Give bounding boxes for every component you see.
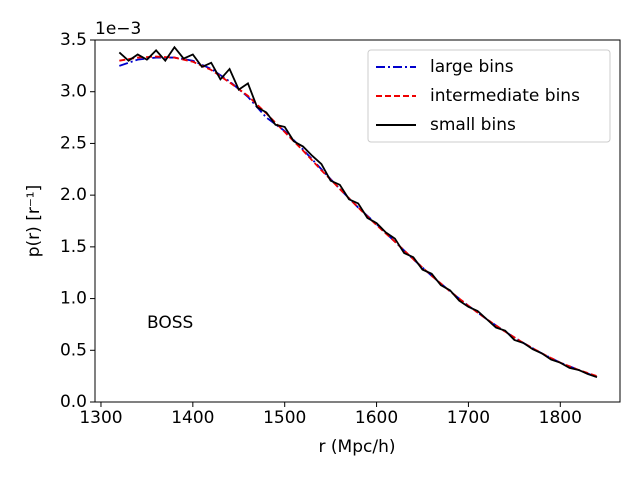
- y-axis-label: p(r) [r⁻¹]: [24, 185, 44, 258]
- plot-frame: [94, 39, 621, 403]
- y-tick-label: 3.5: [60, 30, 87, 50]
- x-tick-label: 1800: [539, 408, 582, 428]
- series-line: [118, 45, 598, 379]
- annotation: BOSS: [147, 313, 193, 333]
- y-offset-label: 1e−3: [95, 19, 141, 39]
- x-tick-label: 1500: [263, 408, 306, 428]
- x-axis-label: r (Mpc/h): [319, 437, 396, 457]
- legend-label: intermediate bins: [430, 86, 580, 106]
- x-tick-label: 1700: [447, 408, 490, 428]
- y-tick-label: 3.0: [60, 82, 87, 102]
- y-tick-label: 0.5: [60, 340, 87, 360]
- legend-label: small bins: [430, 115, 516, 135]
- y-tick-label: 0.0: [60, 392, 87, 412]
- y-tick-label: 2.0: [60, 185, 87, 205]
- y-tick-label: 1.5: [60, 237, 87, 257]
- x-tick-label: 1600: [355, 408, 398, 428]
- x-tick-label: 1400: [171, 408, 214, 428]
- x-tick-label: 1300: [79, 408, 122, 428]
- y-tick-label: 1.0: [60, 289, 87, 309]
- legend-label: large bins: [430, 57, 514, 77]
- y-tick-label: 2.5: [60, 133, 87, 153]
- legend-box: [367, 49, 611, 143]
